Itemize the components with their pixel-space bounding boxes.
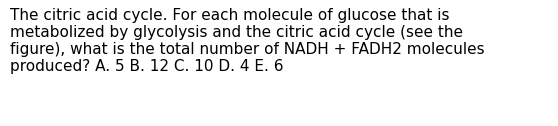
- Text: figure), what is the total number of NADH + FADH2 molecules: figure), what is the total number of NAD…: [10, 42, 485, 57]
- Text: The citric acid cycle. For each molecule of glucose that is: The citric acid cycle. For each molecule…: [10, 8, 450, 23]
- Text: produced? A. 5 B. 12 C. 10 D. 4 E. 6: produced? A. 5 B. 12 C. 10 D. 4 E. 6: [10, 59, 283, 74]
- Text: metabolized by glycolysis and the citric acid cycle (see the: metabolized by glycolysis and the citric…: [10, 25, 463, 40]
